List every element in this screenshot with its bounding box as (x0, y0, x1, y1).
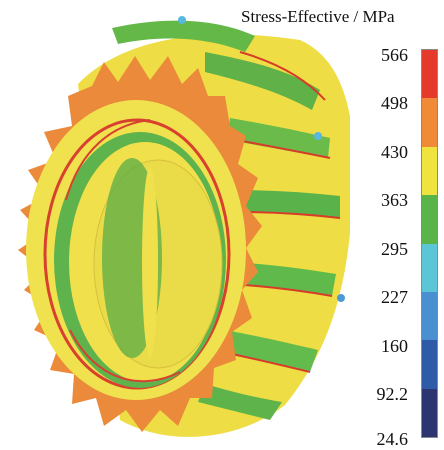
legend-swatch (422, 243, 437, 292)
gear-stress-render (18, 16, 350, 437)
legend-swatch (422, 195, 437, 244)
legend-swatch (422, 98, 437, 147)
legend-swatch (422, 50, 437, 99)
legend-tick-label: 160 (381, 336, 408, 356)
legend-tick-label: 363 (381, 190, 408, 210)
legend-swatch (422, 340, 437, 389)
legend-tick-label: 92.2 (376, 384, 409, 404)
legend-title: Stress-Effective / MPa (241, 7, 395, 26)
gear-front-face (18, 56, 262, 432)
color-scale-bar (421, 49, 438, 438)
legend-swatch (422, 146, 437, 196)
legend-swatch (422, 291, 437, 341)
legend-tick-label: 295 (381, 239, 408, 259)
legend-tick-label: 24.6 (376, 429, 409, 449)
legend-tick-label: 430 (381, 142, 408, 162)
legend-swatch (422, 388, 437, 437)
legend-tick-label: 227 (381, 287, 408, 307)
legend-tick-label: 566 (381, 45, 408, 65)
legend-tick-label: 498 (381, 93, 408, 113)
